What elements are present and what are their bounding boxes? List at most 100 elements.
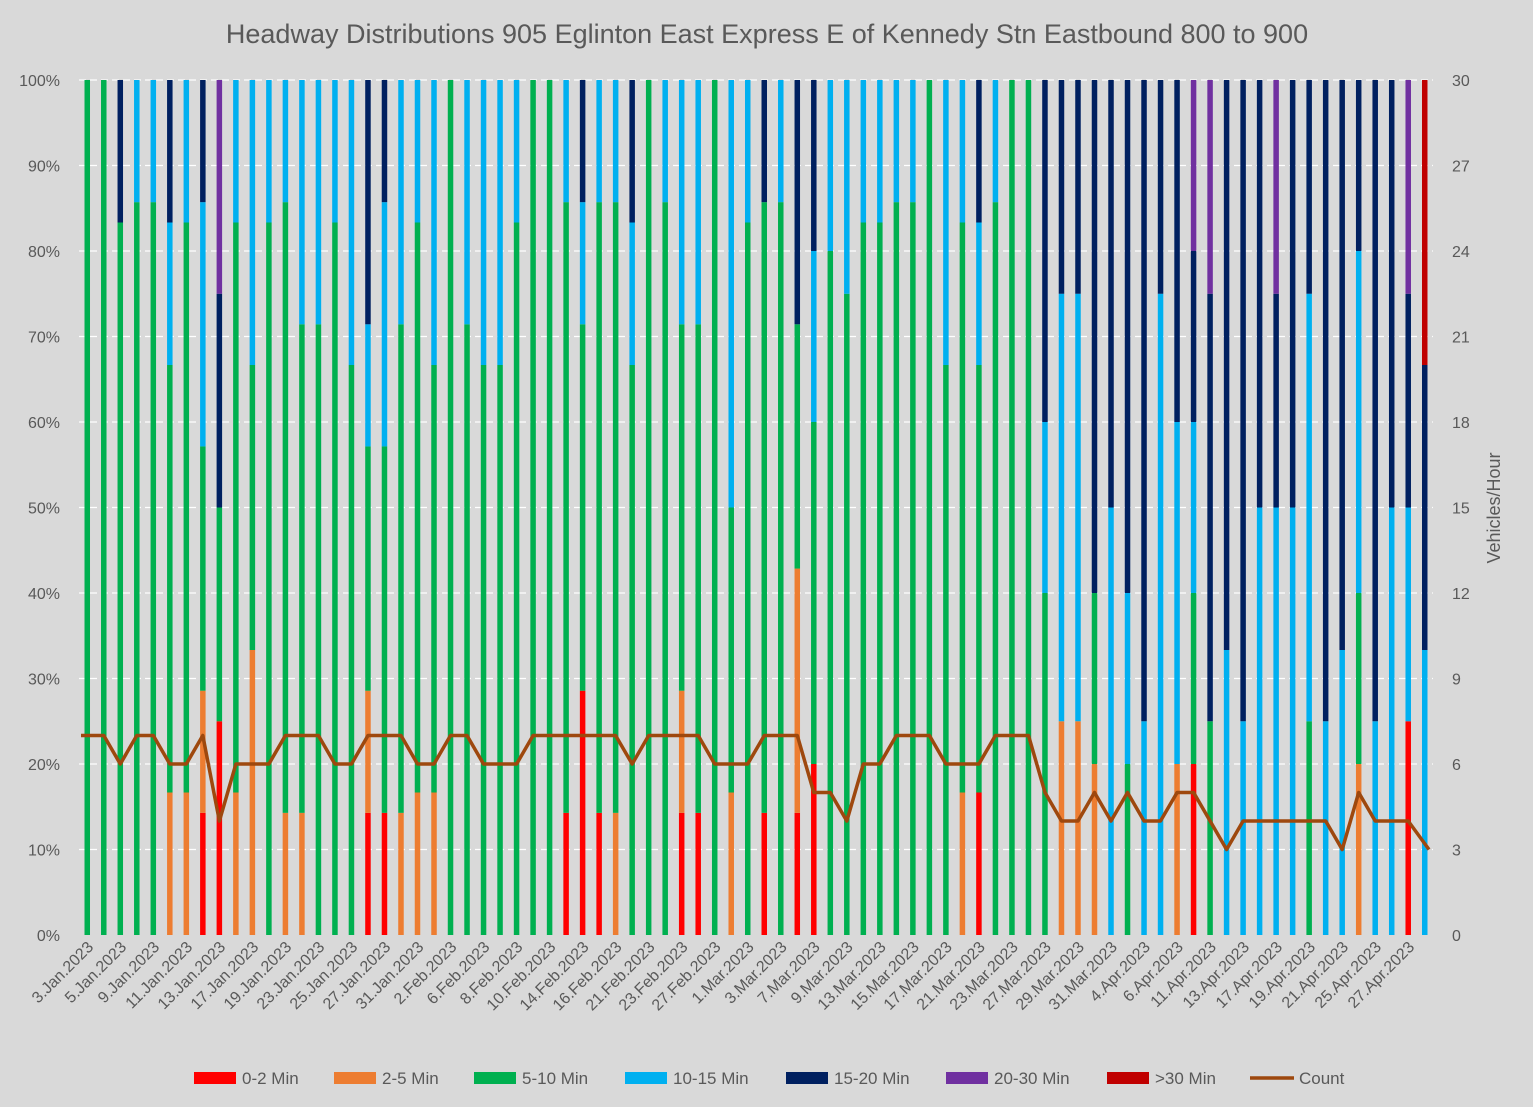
y2-tick-label: 27	[1452, 159, 1470, 176]
bar-segment	[579, 202, 586, 325]
bar-segment	[249, 365, 256, 650]
bar-segment	[332, 222, 338, 935]
bar-segment	[728, 507, 734, 793]
bar-segment	[1421, 80, 1428, 365]
bar-segment	[464, 80, 470, 325]
y2-tick-label: 9	[1452, 672, 1461, 689]
bar-segment	[893, 202, 900, 936]
bar-segment	[266, 222, 272, 935]
bar-segment	[101, 80, 107, 935]
y2-tick-label: 12	[1452, 586, 1470, 603]
y2-tick-label: 18	[1452, 415, 1470, 432]
bar-segment	[134, 80, 140, 203]
y-tick-label: 80%	[28, 244, 60, 261]
bar-segment	[216, 721, 223, 935]
bar-segment	[778, 202, 784, 936]
bar-segment	[1207, 293, 1213, 722]
bar-segment	[381, 80, 388, 203]
bar-segment	[794, 80, 801, 325]
y-tick-label: 50%	[28, 501, 60, 518]
bar-segment	[662, 80, 668, 203]
bar-segment	[513, 80, 520, 223]
bar-segment	[827, 251, 834, 935]
bar-segment	[563, 80, 569, 203]
bar-segment	[200, 446, 206, 691]
bar-segment	[84, 80, 91, 935]
bar-segment	[678, 324, 685, 691]
bar-segment	[1058, 80, 1065, 294]
bar-segment	[695, 80, 701, 325]
bar-segment	[811, 251, 817, 422]
bar-segment	[365, 812, 371, 935]
bar-segment	[183, 792, 190, 935]
bar-segment	[381, 202, 388, 447]
y2-axis-title: Vehicles/Hour	[1484, 452, 1504, 563]
y2-axis-vehicles-ticks: 0 3 6 9 12 15 18 21 24 27 30	[1452, 73, 1470, 945]
bar-segment	[596, 80, 602, 203]
bar-segment	[926, 80, 933, 935]
bar-segment	[778, 80, 784, 203]
bar-segment	[761, 812, 768, 935]
bar-segment	[348, 365, 355, 935]
bar-segment	[943, 80, 949, 365]
bar-segment	[910, 202, 916, 936]
bar-segment	[794, 324, 801, 569]
bar-segment	[1372, 80, 1378, 722]
bar-segment	[1190, 251, 1197, 422]
bar-segment	[216, 80, 223, 294]
bar-segment	[1273, 507, 1279, 935]
bar-segment	[1058, 293, 1065, 722]
bar-segment	[976, 365, 982, 793]
bar-segment	[1405, 80, 1411, 294]
bar-segment	[299, 812, 305, 935]
bar-segment	[282, 812, 289, 935]
bar-segment	[1174, 764, 1180, 935]
chart-title: Headway Distributions 905 Eglinton East …	[226, 19, 1308, 49]
bar-segment	[744, 80, 751, 223]
bar-segment	[1075, 721, 1081, 935]
stacked-bars	[84, 80, 1428, 936]
bar-segment	[1289, 507, 1296, 935]
bar-segment	[579, 80, 586, 203]
bar-segment	[976, 80, 982, 223]
bar-segment	[1388, 507, 1395, 935]
bar-segment	[1157, 293, 1164, 935]
bar-segment	[1240, 721, 1246, 935]
bar-segment	[1355, 593, 1362, 764]
y-tick-label: 60%	[28, 415, 60, 432]
bar-segment	[431, 792, 437, 935]
bar-segment	[183, 80, 190, 223]
bar-segment	[563, 202, 569, 813]
bar-segment	[596, 202, 602, 813]
bar-segment	[811, 422, 817, 764]
legend: 0-2 Min 2-5 Min 5-10 Min 10-15 Min 15-20 Min…	[194, 1069, 1345, 1088]
bar-segment	[596, 812, 602, 935]
bar-segment	[1372, 721, 1378, 935]
bar-segment	[1405, 721, 1411, 935]
bar-segment	[1190, 422, 1197, 593]
bar-segment	[150, 80, 157, 203]
bar-segment	[1075, 293, 1081, 722]
bar-segment	[299, 80, 305, 325]
bar-segment	[1223, 80, 1230, 650]
bar-segment	[1157, 80, 1164, 294]
bar-segment	[1009, 80, 1015, 935]
y-tick-label: 10%	[28, 843, 60, 860]
bar-segment	[546, 80, 553, 935]
bar-segment	[678, 812, 685, 935]
bar-segment	[1174, 422, 1180, 764]
y2-tick-label: 3	[1452, 843, 1461, 860]
bar-segment	[1141, 721, 1147, 935]
bar-segment	[612, 812, 619, 935]
bar-segment	[150, 202, 157, 936]
bar-segment	[662, 202, 668, 936]
bar-segment	[1223, 650, 1230, 935]
bar-segment	[959, 80, 966, 223]
bar-segment	[827, 80, 834, 251]
bar-segment	[678, 690, 685, 813]
bar-segment	[711, 80, 718, 935]
legend-label: 5-10 Min	[522, 1069, 588, 1088]
count-line-series	[81, 733, 1431, 852]
bar-segment	[1388, 80, 1395, 508]
